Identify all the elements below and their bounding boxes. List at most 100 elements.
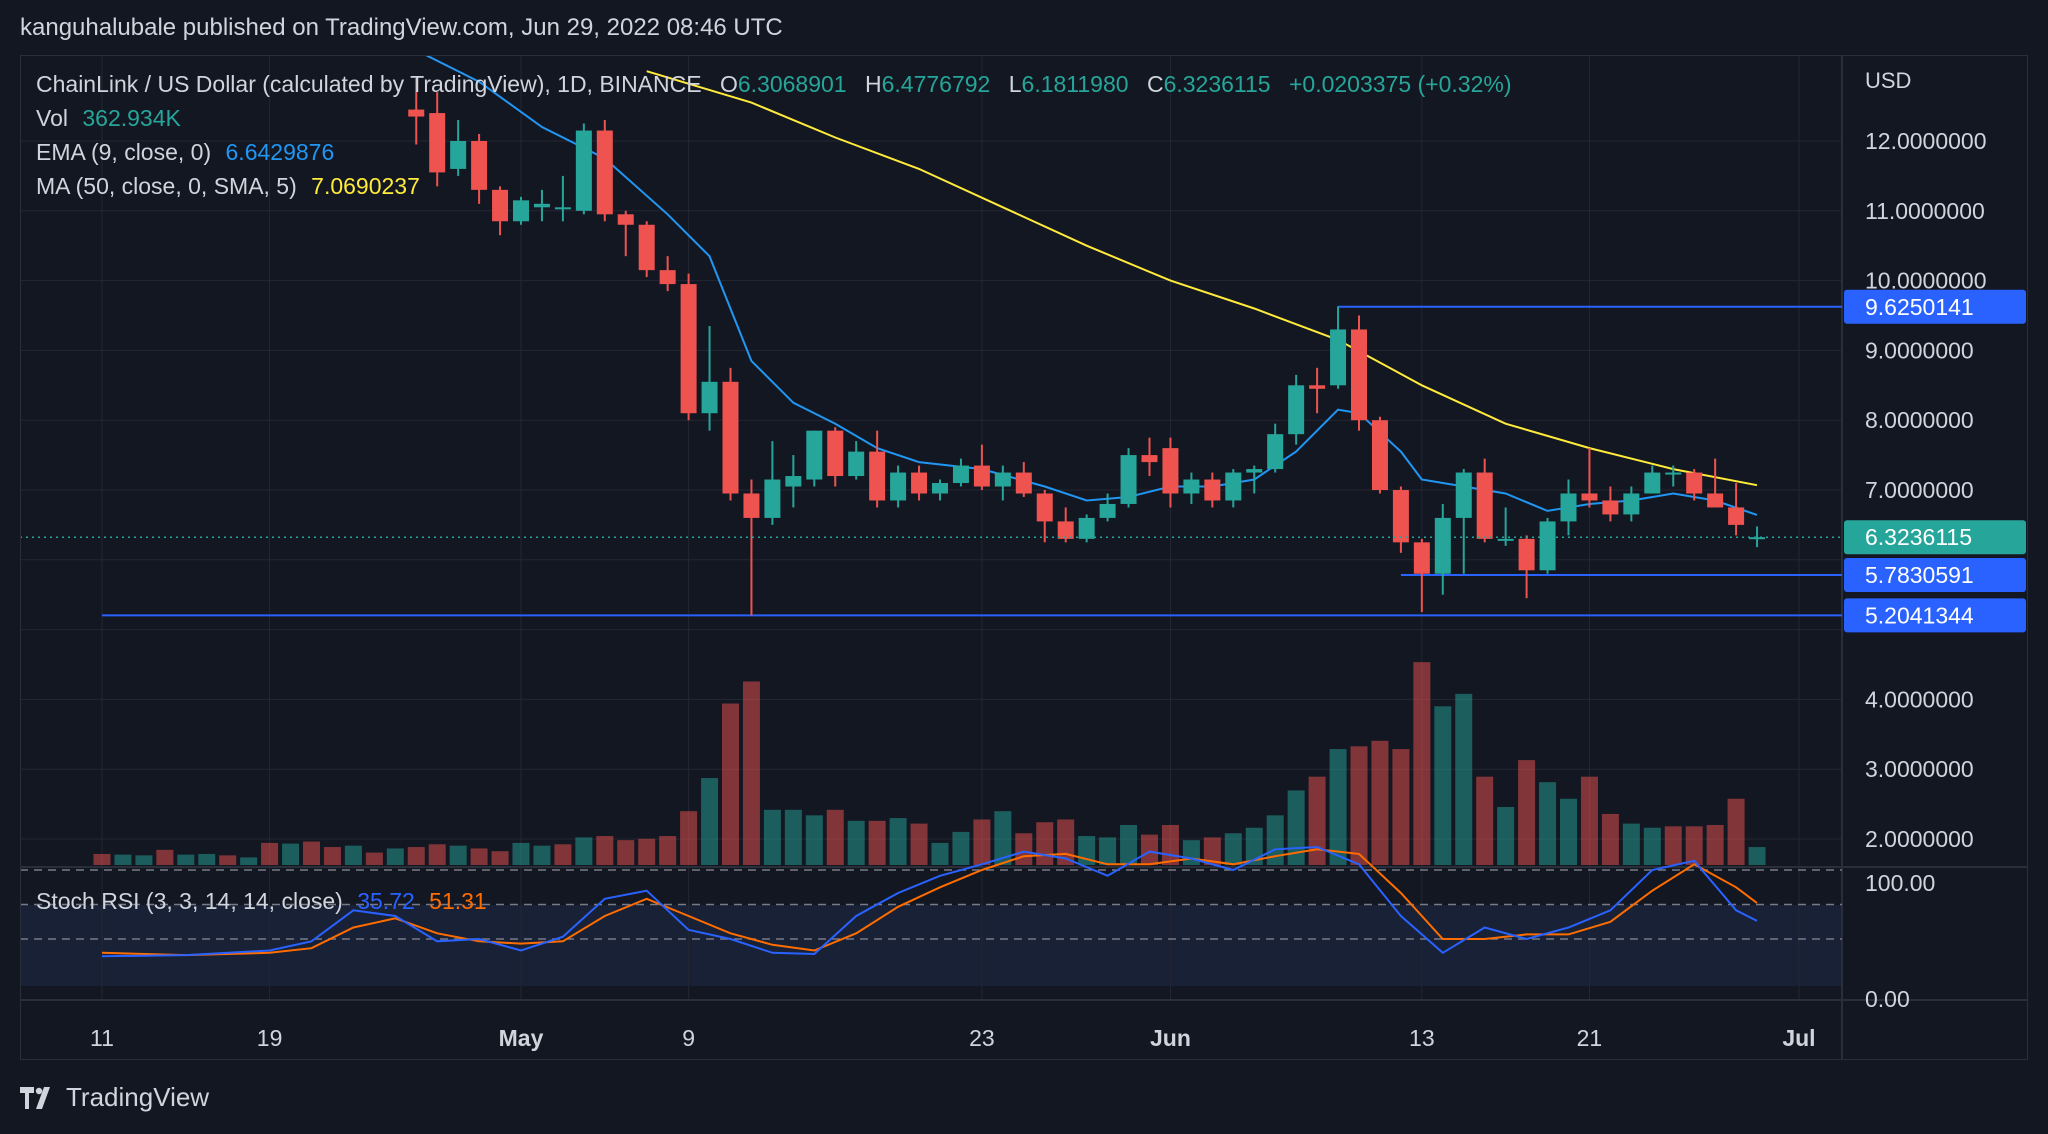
volume-bar	[1622, 823, 1640, 865]
volume-bar	[1120, 824, 1138, 865]
volume-bar	[931, 842, 949, 865]
volume-bar	[554, 844, 572, 865]
publish-info: kanguhalubale published on TradingView.c…	[20, 14, 783, 41]
candle-body	[848, 451, 865, 477]
candle-body	[1288, 385, 1305, 435]
y-tick-label: 10.0000000	[1865, 268, 1987, 294]
candle-body	[1455, 472, 1472, 518]
candle-body	[1686, 472, 1703, 494]
candle-body	[1246, 469, 1263, 473]
open-label: O	[719, 71, 738, 97]
volume-bar	[533, 845, 551, 865]
volume-bar	[177, 854, 195, 865]
volume-bar	[282, 843, 300, 865]
candle-body	[1036, 493, 1053, 522]
candle-body	[1434, 517, 1451, 574]
candle-body	[617, 214, 634, 225]
volume-bar	[1601, 813, 1619, 865]
volume-bar	[1015, 833, 1033, 865]
symbol-name: ChainLink / US Dollar (calculated by Tra…	[36, 71, 702, 97]
volume-bar	[826, 809, 844, 865]
chart-container[interactable]: 11 19 May 9 23 Jun 13 21 Jul USD 12.0000000 11.0000…	[20, 55, 2028, 1060]
volume-bar	[1706, 824, 1724, 865]
x-tick-label: 13	[1409, 1025, 1435, 1051]
level-label: 5.2041344	[1865, 602, 1974, 628]
stoch-y-tick-label: 100.00	[1865, 870, 1935, 896]
volume-bar	[784, 809, 802, 865]
candle-body	[1120, 455, 1137, 504]
volume-bar	[1518, 760, 1536, 865]
volume-bar	[198, 853, 216, 865]
candle-body	[1351, 329, 1367, 421]
volume-bar	[1266, 815, 1284, 865]
stoch-rsi-label: Stoch RSI (3, 3, 14, 14, close)	[36, 888, 343, 914]
candle-body	[1644, 472, 1661, 494]
volume-bar	[1413, 662, 1431, 865]
high-label: H	[864, 71, 882, 97]
volume-bar	[1685, 826, 1703, 865]
volume-bar	[1287, 790, 1305, 865]
ma-legend: MA (50, close, 0, SMA, 5) 7.0690237	[36, 173, 420, 200]
volume-bar	[219, 855, 237, 865]
volume-bar	[323, 847, 341, 865]
volume-bar	[1539, 782, 1557, 865]
volume-bar	[344, 845, 362, 865]
volume-bar	[135, 855, 153, 865]
candle-body	[1476, 472, 1493, 539]
volume-bar	[1434, 706, 1452, 865]
volume-bar	[575, 837, 593, 865]
stoch-rsi-legend: Stoch RSI (3, 3, 14, 14, close) 35.72 51…	[36, 888, 487, 915]
low-label: L	[1008, 71, 1022, 97]
volume-bar	[261, 842, 279, 865]
volume-bar	[449, 845, 467, 865]
price-chart[interactable]: 11 19 May 9 23 Jun 13 21 Jul USD 12.0000000 11.0000…	[20, 55, 2028, 1060]
candle-body	[450, 141, 467, 169]
volume-bar	[1099, 837, 1117, 865]
x-tick-label: Jun	[1150, 1025, 1191, 1051]
volume-bar	[1182, 840, 1200, 865]
volume-bar	[910, 823, 928, 865]
y-tick-label: 9.0000000	[1865, 337, 1974, 363]
volume-bar	[428, 844, 446, 865]
volume-bar	[240, 857, 258, 865]
volume-bar	[680, 811, 698, 865]
volume-bar	[973, 819, 991, 865]
low-value: 6.1811980	[1021, 71, 1129, 97]
volume-bar	[1476, 776, 1494, 865]
volume-bar	[156, 849, 174, 865]
volume-bar	[1224, 833, 1242, 865]
ma-50-line	[646, 70, 1758, 487]
candle-body	[1225, 472, 1242, 501]
x-tick-label: 11	[90, 1025, 114, 1051]
volume-bar	[470, 848, 488, 865]
volume-bar	[596, 836, 614, 865]
y-tick-label: 3.0000000	[1865, 756, 1974, 782]
volume-bar	[491, 851, 509, 865]
level-label: 5.7830591	[1865, 562, 1974, 588]
candle-body	[1078, 517, 1095, 539]
x-tick-label: 21	[1577, 1025, 1603, 1051]
candle-body	[932, 483, 948, 494]
candle-body	[1749, 537, 1766, 540]
stoch-d-value: 51.31	[429, 888, 487, 914]
volume-bar	[365, 852, 383, 865]
volume-bar	[994, 811, 1012, 865]
volume-bar	[1643, 827, 1661, 865]
volume-bar	[722, 703, 739, 865]
y-tick-label: 2.0000000	[1865, 826, 1974, 852]
level-badge	[1844, 557, 2026, 592]
volume-bar	[638, 838, 656, 865]
y-tick-label: 12.0000000	[1865, 128, 1987, 154]
candle-body	[638, 224, 655, 271]
candle-body	[806, 430, 823, 480]
volume-bar	[1329, 749, 1347, 865]
y-tick-label: 8.0000000	[1865, 407, 1974, 433]
volume-bar	[1161, 824, 1179, 865]
volume-bar	[1664, 826, 1682, 865]
candle-body	[1015, 472, 1032, 494]
candle-body	[575, 130, 592, 211]
volume-bar	[407, 847, 425, 865]
volume-bar	[952, 831, 970, 865]
candle-body	[1539, 521, 1556, 571]
candle-body	[1162, 448, 1179, 494]
